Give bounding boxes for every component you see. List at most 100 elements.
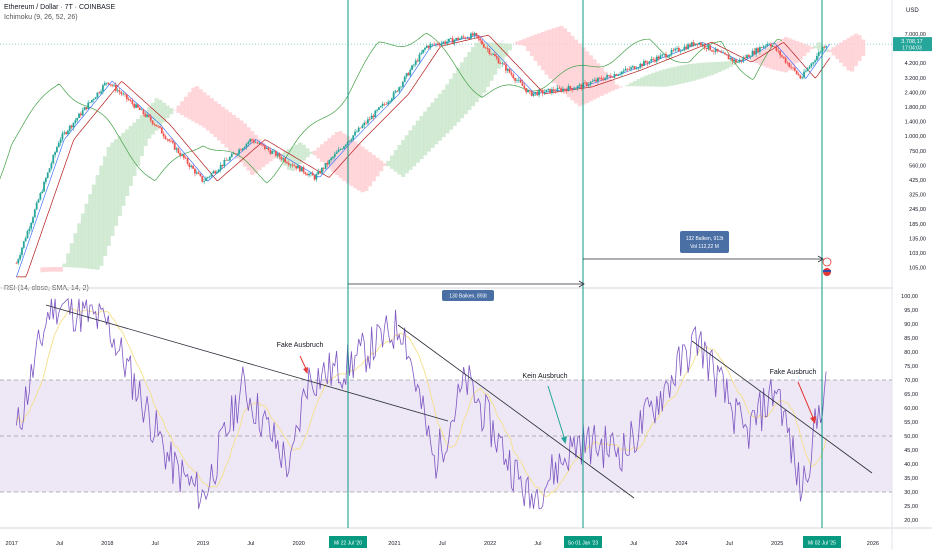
cloud-segment: [585, 51, 590, 104]
cloud-segment: [522, 38, 527, 47]
candle-body: [569, 86, 572, 89]
candle-body: [427, 45, 430, 48]
candle-body: [385, 103, 388, 105]
candle-body: [72, 122, 75, 128]
candle-body: [22, 241, 25, 248]
candle-body: [136, 104, 139, 108]
candle-body: [766, 43, 769, 46]
ichimoku-legend[interactable]: Ichimoku (9, 26, 52, 26): [4, 14, 78, 21]
chikou-span: [0, 32, 783, 184]
candle-body: [779, 50, 782, 56]
candle-body: [339, 149, 342, 150]
candle-body: [311, 172, 314, 176]
candle-body: [354, 131, 356, 136]
candle-body: [560, 88, 563, 92]
cloud-segment: [316, 147, 321, 159]
candle-body: [574, 88, 577, 89]
symbol-title[interactable]: Ethereum / Dollar · 7T · COINBASE: [4, 4, 116, 11]
candle-body: [361, 125, 364, 129]
rsi-tick-label: 90,00: [904, 322, 918, 328]
cloud-segment: [136, 118, 141, 167]
candle-body: [247, 141, 250, 144]
candle-body: [563, 88, 566, 90]
rsi-line: [16, 297, 827, 510]
measure-label-2a: 132 Balken, 913t: [686, 236, 724, 242]
cloud-segment: [666, 68, 671, 87]
cloud-segment: [632, 80, 638, 87]
trendline-3: [691, 340, 873, 474]
candle-body: [313, 175, 316, 180]
cloud-segment: [401, 140, 406, 177]
cloud-segment: [125, 129, 130, 196]
candle-body: [587, 84, 590, 86]
candle-body: [468, 38, 471, 39]
candle-body: [620, 71, 623, 75]
candle-body: [308, 173, 310, 176]
rsi-tick-label: 80,00: [904, 350, 918, 356]
candle-body: [512, 74, 515, 79]
cloud-segment: [99, 165, 104, 266]
candle-body: [793, 67, 796, 71]
candle-body: [632, 66, 634, 68]
candle-body: [168, 139, 171, 141]
candle-body: [267, 147, 270, 151]
candle-body: [545, 89, 548, 93]
rsi-tick-label: 35,00: [904, 476, 918, 482]
candle-body: [287, 163, 290, 165]
candle-body: [269, 150, 272, 154]
cloud-segment: [40, 267, 45, 273]
candle-body: [61, 133, 64, 140]
candle-body: [808, 66, 811, 69]
cloud-segment: [526, 37, 531, 52]
cloud-segment: [566, 32, 571, 98]
cloud-segment: [728, 60, 733, 67]
candle-body: [414, 60, 417, 65]
candle-body: [477, 35, 480, 39]
candle-body: [238, 149, 241, 154]
candle-body: [689, 44, 691, 47]
cloud-segment: [250, 131, 255, 175]
candle-body: [595, 79, 597, 82]
candle-body: [306, 174, 309, 176]
candle-body: [733, 59, 736, 61]
candle-body: [633, 66, 636, 70]
price-tick-label: 3.200,00: [905, 76, 926, 82]
cloud-segment: [224, 109, 229, 148]
cloud-segment: [746, 57, 752, 60]
candle-body: [263, 145, 266, 149]
candle-body: [260, 143, 263, 145]
candle-body: [33, 209, 36, 218]
candle-body: [746, 55, 748, 59]
cloud-segment: [220, 106, 225, 144]
price-tick-label: 750,00: [909, 149, 926, 155]
cloud-segment: [154, 98, 159, 131]
candle-body: [499, 63, 502, 65]
cloud-segment: [367, 152, 373, 187]
marker-date-label: So 01 Jan '23: [568, 541, 599, 547]
price-tick-label: 1.000,00: [905, 134, 926, 140]
candle-body: [762, 46, 765, 48]
cloud-segment: [231, 115, 236, 155]
cloud-segment: [625, 84, 630, 87]
candle-body: [602, 79, 605, 81]
candle-body: [814, 60, 816, 63]
candle-body: [273, 150, 275, 152]
candle-body: [556, 87, 559, 92]
cloud-segment: [574, 39, 579, 104]
candle-body: [68, 125, 71, 131]
cloud-segment: [507, 43, 512, 51]
cloud-segment: [765, 47, 770, 68]
candle-body: [83, 107, 86, 111]
candle-body: [703, 44, 706, 48]
candle-body: [666, 56, 669, 58]
cloud-segment: [404, 135, 409, 174]
cloud-segment: [349, 138, 354, 187]
candle-body: [459, 38, 461, 40]
time-tick-label: 2019: [197, 541, 209, 547]
candle-body: [516, 80, 518, 81]
candle-body: [295, 165, 298, 169]
candle-body: [328, 159, 331, 165]
candle-body: [324, 163, 327, 169]
cloud-segment: [132, 122, 137, 177]
